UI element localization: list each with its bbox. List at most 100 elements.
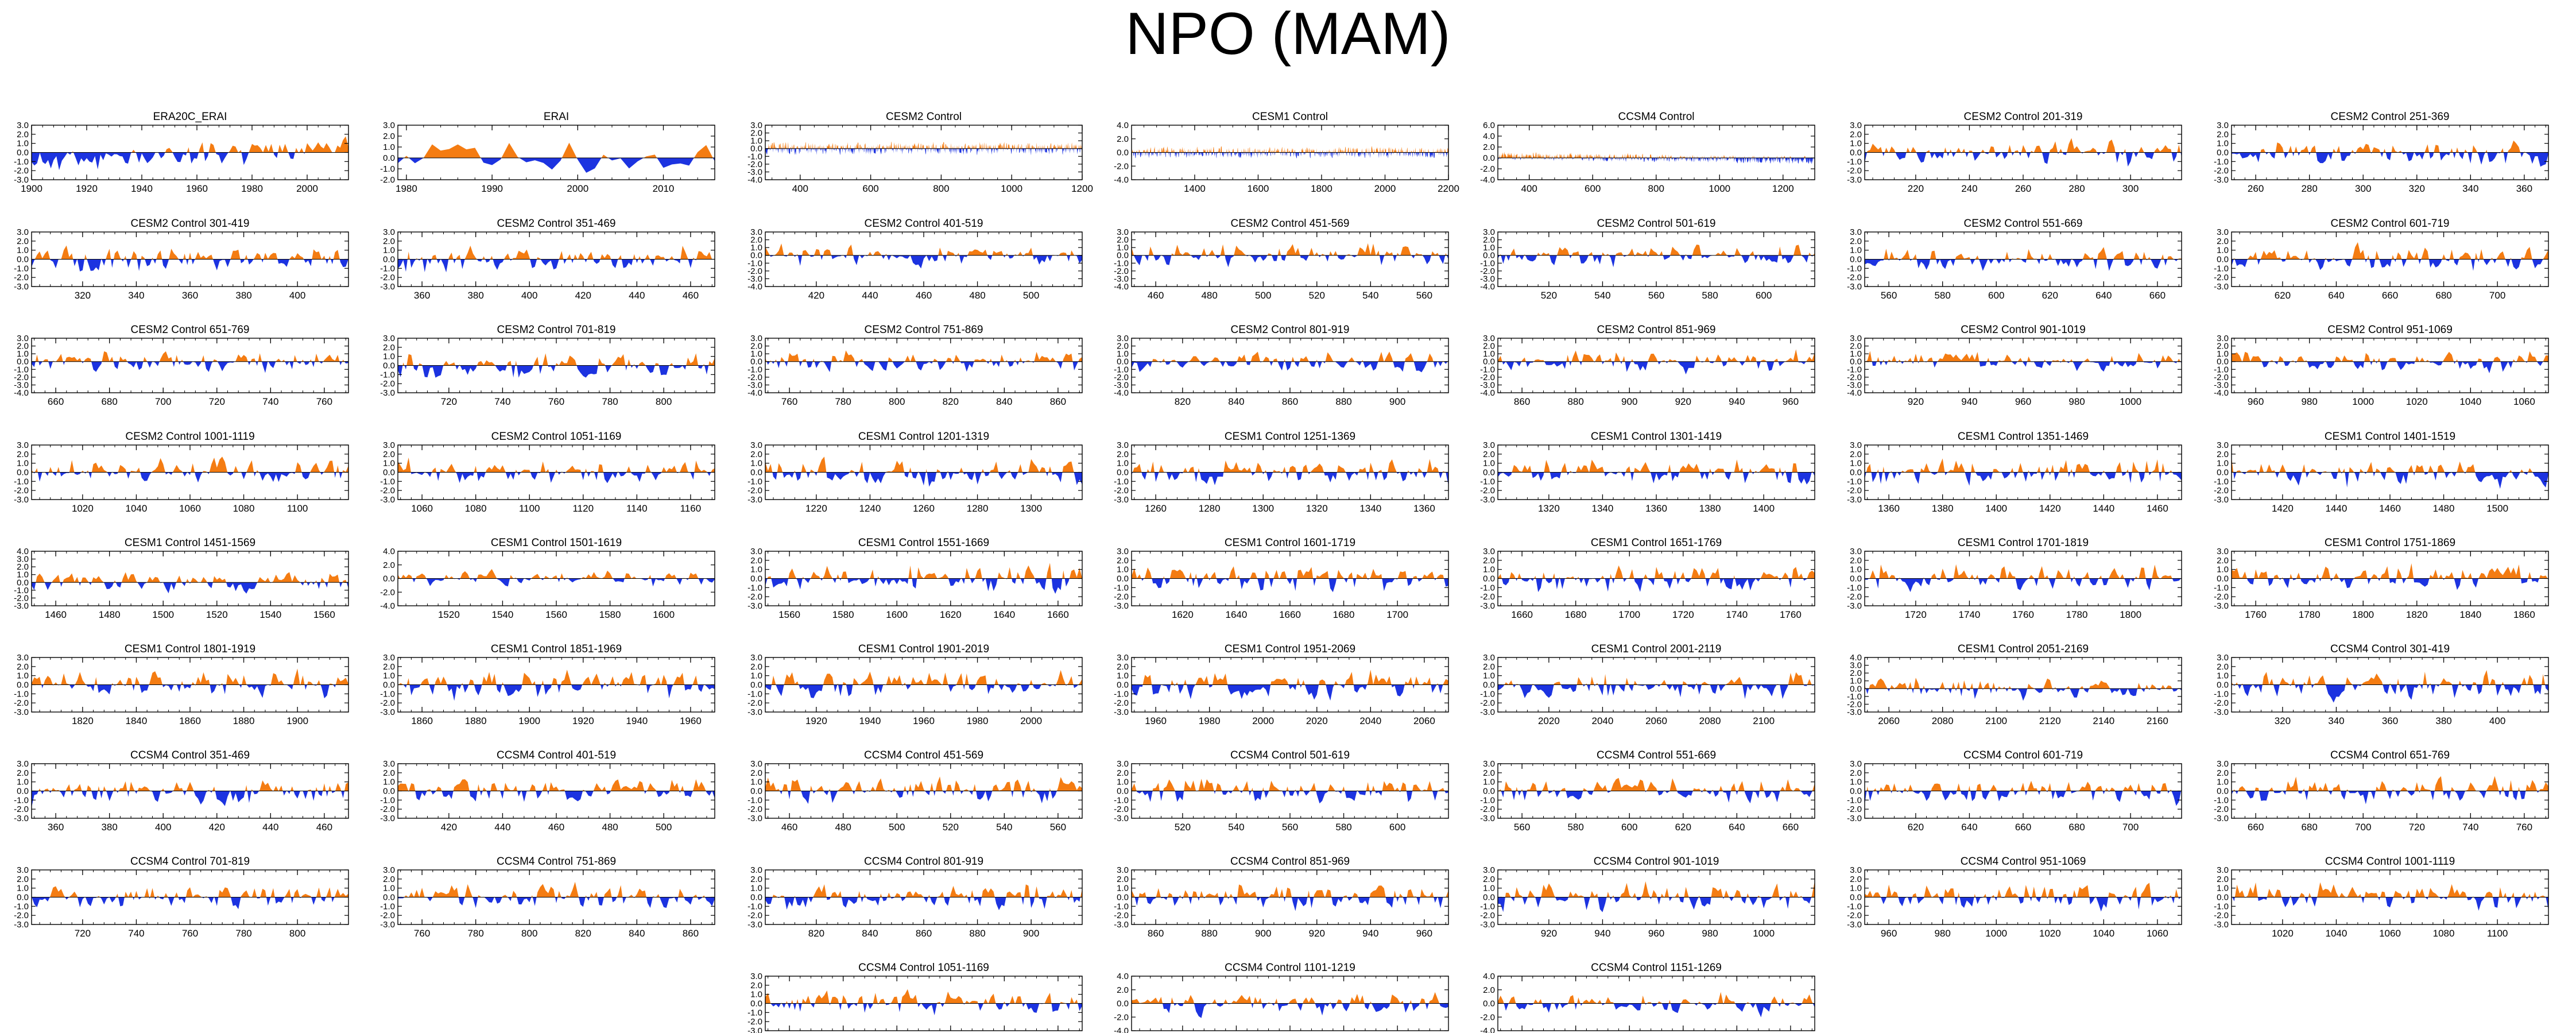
positive-area bbox=[1498, 565, 1815, 579]
y-tick-label: -2.0 bbox=[1480, 164, 1495, 174]
y-tick-label: 3.0 bbox=[17, 865, 29, 875]
y-tick-label: 1.0 bbox=[1850, 459, 1862, 469]
x-tick-label: 2000 bbox=[1252, 715, 1274, 726]
y-tick-label: 3.0 bbox=[1483, 547, 1495, 556]
y-tick-label: -1.0 bbox=[1480, 689, 1495, 699]
panel-title: CESM2 Control 551-669 bbox=[1964, 218, 2083, 230]
y-tick-label: 2.0 bbox=[383, 237, 395, 246]
y-tick-label: -3.0 bbox=[14, 495, 29, 505]
panel-title: CESM2 Control 601-719 bbox=[2331, 218, 2450, 230]
y-tick-label: -2.0 bbox=[2214, 592, 2229, 602]
y-tick-label: 1.0 bbox=[17, 139, 29, 149]
x-tick-label: 620 bbox=[1908, 822, 1924, 833]
x-tick-label: 1660 bbox=[1279, 609, 1301, 620]
y-tick-label: 3.0 bbox=[1483, 440, 1495, 450]
y-tick-label: -2.0 bbox=[747, 592, 762, 602]
y-tick-label: -2.0 bbox=[2214, 273, 2229, 283]
x-tick-label: 480 bbox=[969, 290, 985, 301]
x-tick-label: 800 bbox=[889, 396, 905, 407]
y-tick-label: -1.0 bbox=[747, 477, 762, 486]
panel-25: CESM1 Control 1251-13693.02.01.00.0-1.0-… bbox=[1114, 431, 1449, 514]
panel-6: CESM2 Control 201-319 3.02.01.00.0-1.0-2.… bbox=[1847, 111, 2182, 194]
y-tick-label: -1.0 bbox=[2214, 365, 2229, 374]
y-tick-label: -4.0 bbox=[1480, 175, 1495, 185]
x-tick-label: 1960 bbox=[913, 715, 935, 726]
y-tick-label: 1.0 bbox=[17, 246, 29, 256]
y-tick-label: 1.0 bbox=[1117, 565, 1129, 575]
x-tick-label: 360 bbox=[2516, 183, 2532, 194]
y-tick-label: -3.0 bbox=[14, 380, 29, 390]
page-title: NPO (MAM) bbox=[0, 0, 2576, 69]
y-tick-label: -2.0 bbox=[1114, 266, 1129, 276]
x-tick-label: 1420 bbox=[2039, 503, 2061, 514]
x-tick-label: 600 bbox=[862, 183, 878, 194]
positive-area bbox=[1152, 351, 1448, 362]
y-tick-label: 1.0 bbox=[1483, 777, 1495, 787]
y-tick-label: -2.0 bbox=[1480, 698, 1495, 708]
positive-area bbox=[765, 456, 1074, 473]
positive-area bbox=[765, 350, 1082, 362]
x-tick-label: 400 bbox=[521, 290, 537, 301]
x-tick-label: 1420 bbox=[2272, 503, 2294, 514]
x-tick-label: 1320 bbox=[1538, 503, 1560, 514]
panel-32: CESM1 Control 1601-17193.02.01.00.0-1.0-… bbox=[1114, 537, 1449, 620]
y-tick-label: -1.0 bbox=[380, 795, 395, 805]
x-tick-label: 500 bbox=[1255, 290, 1271, 301]
x-tick-label: 560 bbox=[1648, 290, 1664, 301]
x-tick-label: 1700 bbox=[1618, 609, 1640, 620]
y-tick-label: 3.0 bbox=[17, 121, 29, 130]
y-tick-label: -3.0 bbox=[380, 707, 395, 717]
x-tick-label: 1880 bbox=[233, 715, 255, 726]
x-tick-label: 460 bbox=[781, 822, 797, 833]
y-tick-label: 0.0 bbox=[1117, 574, 1129, 584]
plot-frame bbox=[1864, 657, 2182, 713]
x-tick-label: 360 bbox=[2382, 715, 2398, 726]
negative-area bbox=[398, 684, 715, 701]
y-tick-label: -3.0 bbox=[1114, 814, 1129, 823]
y-tick-label: -3.0 bbox=[14, 707, 29, 717]
y-tick-label: 0.0 bbox=[750, 357, 762, 367]
y-tick-label: 2.0 bbox=[1117, 342, 1129, 351]
negative-area bbox=[1498, 684, 1815, 699]
y-tick-label: -1.0 bbox=[14, 365, 29, 374]
y-tick-label: 3.0 bbox=[2217, 334, 2229, 343]
y-tick-label: 0.0 bbox=[750, 251, 762, 261]
negative-area bbox=[1865, 152, 2182, 167]
y-tick-label: 3.0 bbox=[383, 759, 395, 769]
x-tick-label: 820 bbox=[943, 396, 959, 407]
panel-24: CESM1 Control 1201-13193.02.01.00.0-1.0-… bbox=[747, 431, 1083, 514]
x-tick-label: 2000 bbox=[567, 183, 588, 194]
x-tick-label: 1980 bbox=[1199, 715, 1221, 726]
y-tick-label: -2.0 bbox=[14, 698, 29, 708]
panel-35: CESM1 Control 1751-18693.02.01.00.0-1.0-… bbox=[2214, 537, 2549, 620]
positive-area bbox=[1498, 349, 1815, 362]
y-tick-label: -1.0 bbox=[380, 264, 395, 273]
positive-area bbox=[2232, 563, 2548, 579]
y-tick-label: 0.0 bbox=[383, 574, 395, 584]
x-tick-label: 360 bbox=[182, 290, 198, 301]
y-tick-label: 0.0 bbox=[1483, 574, 1495, 584]
x-tick-label: 320 bbox=[2275, 715, 2291, 726]
y-tick-label: -3.0 bbox=[380, 388, 395, 398]
negative-area bbox=[400, 578, 715, 587]
negative-area bbox=[1132, 361, 1448, 373]
positive-area bbox=[32, 668, 348, 685]
panel-title: CESM1 Control 1401-1519 bbox=[2325, 431, 2455, 443]
y-tick-label: 3.0 bbox=[383, 440, 395, 450]
negative-area bbox=[2242, 361, 2543, 373]
x-tick-label: 1600 bbox=[886, 609, 908, 620]
x-tick-label: 980 bbox=[2301, 396, 2317, 407]
panel-8: CESM2 Control 301-419 3.02.01.00.0-1.0-2.… bbox=[14, 218, 349, 301]
y-tick-label: 1.0 bbox=[1483, 565, 1495, 575]
x-tick-label: 560 bbox=[1514, 822, 1530, 833]
y-tick-label: -1.0 bbox=[1847, 365, 1862, 374]
y-tick-label: -3.0 bbox=[1847, 380, 1862, 390]
x-tick-label: 660 bbox=[2015, 822, 2031, 833]
y-tick-label: -3.0 bbox=[1480, 274, 1495, 284]
positive-area bbox=[1132, 243, 1447, 256]
y-tick-label: -3.0 bbox=[1847, 282, 1862, 292]
panel-34: CESM1 Control 1701-18193.02.01.00.0-1.0-… bbox=[1847, 537, 2182, 620]
y-tick-label: -4.0 bbox=[1480, 388, 1495, 398]
